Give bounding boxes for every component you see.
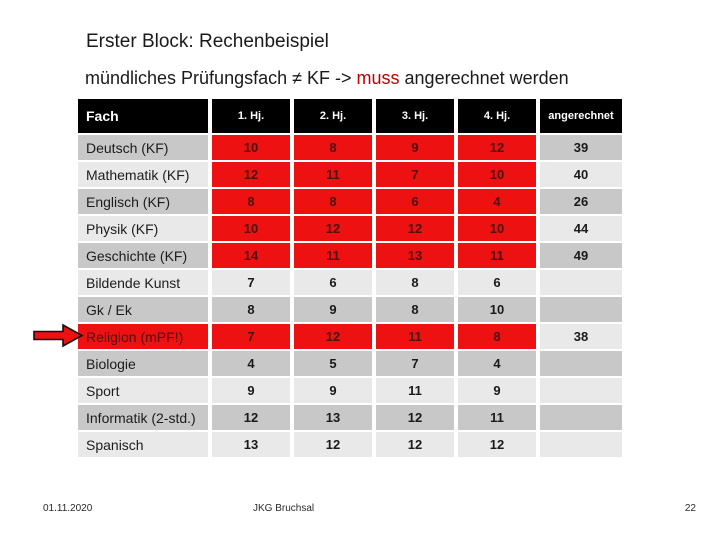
grade-cell: 9 <box>294 297 372 322</box>
grade-cell: 12 <box>376 432 454 457</box>
grade-cell: 12 <box>458 432 536 457</box>
grade-cell: 11 <box>294 162 372 187</box>
grade-cell: 12 <box>458 135 536 160</box>
subtitle-suffix: angerechnet werden <box>399 68 569 88</box>
grade-cell: 13 <box>294 405 372 430</box>
grade-cell: 10 <box>212 135 290 160</box>
grade-cell: 11 <box>376 378 454 403</box>
grade-cell: 10 <box>458 162 536 187</box>
angerechnet-cell <box>540 432 622 457</box>
subtitle-highlight: muss <box>356 68 400 88</box>
fach-cell: Biologie <box>78 351 208 376</box>
header-hj2: 2. Hj. <box>294 99 372 133</box>
fach-cell: Deutsch (KF) <box>78 135 208 160</box>
grade-cell: 8 <box>376 297 454 322</box>
fach-cell: Gk / Ek <box>78 297 208 322</box>
grade-cell: 12 <box>294 216 372 241</box>
header-hj3: 3. Hj. <box>376 99 454 133</box>
grade-cell: 6 <box>294 270 372 295</box>
grade-cell: 9 <box>294 378 372 403</box>
grade-table: Fach 1. Hj. 2. Hj. 3. Hj. 4. Hj. angerec… <box>78 99 622 457</box>
grade-cell: 12 <box>376 216 454 241</box>
grade-cell: 4 <box>212 351 290 376</box>
fach-cell: Informatik (2-std.) <box>78 405 208 430</box>
angerechnet-cell: 40 <box>540 162 622 187</box>
red-arrow-icon <box>32 322 84 349</box>
grade-cell: 12 <box>294 324 372 349</box>
grade-cell: 12 <box>212 405 290 430</box>
header-angerechnet: angerechnet <box>540 99 622 133</box>
angerechnet-cell: 39 <box>540 135 622 160</box>
grade-cell: 7 <box>376 351 454 376</box>
grade-cell: 5 <box>294 351 372 376</box>
grade-cell: 10 <box>212 216 290 241</box>
fach-cell: Englisch (KF) <box>78 189 208 214</box>
angerechnet-cell <box>540 405 622 430</box>
footer-school-name: JKG Bruchsal <box>253 503 315 514</box>
slide-subtitle: mündliches Prüfungsfach ≠ KF -> muss ang… <box>85 68 569 89</box>
grade-cell: 8 <box>376 270 454 295</box>
header-hj4: 4. Hj. <box>458 99 536 133</box>
footer-date: 01.11.2020 <box>43 503 93 514</box>
fach-cell: Religion (mPF!) <box>78 324 208 349</box>
grade-cell: 11 <box>376 324 454 349</box>
grade-cell: 7 <box>212 270 290 295</box>
fach-cell: Geschichte (KF) <box>78 243 208 268</box>
grade-cell: 6 <box>376 189 454 214</box>
angerechnet-cell: 49 <box>540 243 622 268</box>
grade-cell: 11 <box>458 243 536 268</box>
fach-cell: Physik (KF) <box>78 216 208 241</box>
grade-cell: 8 <box>294 189 372 214</box>
angerechnet-cell: 38 <box>540 324 622 349</box>
grade-cell: 9 <box>376 135 454 160</box>
grade-cell: 9 <box>458 378 536 403</box>
grade-cell: 12 <box>212 162 290 187</box>
grade-cell: 4 <box>458 351 536 376</box>
angerechnet-cell: 26 <box>540 189 622 214</box>
header-fach: Fach <box>78 99 208 133</box>
grade-cell: 14 <box>212 243 290 268</box>
grade-cell: 6 <box>458 270 536 295</box>
grade-cell: 9 <box>212 378 290 403</box>
subtitle-prefix: mündliches Prüfungsfach ≠ KF -> <box>85 68 357 88</box>
grade-cell: 12 <box>376 405 454 430</box>
grade-cell: 7 <box>212 324 290 349</box>
grade-cell: 8 <box>458 324 536 349</box>
angerechnet-cell <box>540 297 622 322</box>
grade-cell: 8 <box>294 135 372 160</box>
fach-cell: Sport <box>78 378 208 403</box>
angerechnet-cell <box>540 351 622 376</box>
grade-cell: 8 <box>212 297 290 322</box>
slide-page-number: 22 <box>684 503 696 514</box>
grade-cell: 11 <box>294 243 372 268</box>
grade-cell: 4 <box>458 189 536 214</box>
grade-cell: 12 <box>294 432 372 457</box>
angerechnet-cell <box>540 270 622 295</box>
grade-cell: 11 <box>458 405 536 430</box>
fach-cell: Spanisch <box>78 432 208 457</box>
grade-cell: 10 <box>458 297 536 322</box>
fach-cell: Bildende Kunst <box>78 270 208 295</box>
fach-cell: Mathematik (KF) <box>78 162 208 187</box>
grade-cell: 13 <box>376 243 454 268</box>
grade-cell: 13 <box>212 432 290 457</box>
header-hj1: 1. Hj. <box>212 99 290 133</box>
angerechnet-cell: 44 <box>540 216 622 241</box>
grade-cell: 10 <box>458 216 536 241</box>
grade-cell: 8 <box>212 189 290 214</box>
slide-title: Erster Block: Rechenbeispiel <box>86 31 329 52</box>
grade-cell: 7 <box>376 162 454 187</box>
angerechnet-cell <box>540 378 622 403</box>
